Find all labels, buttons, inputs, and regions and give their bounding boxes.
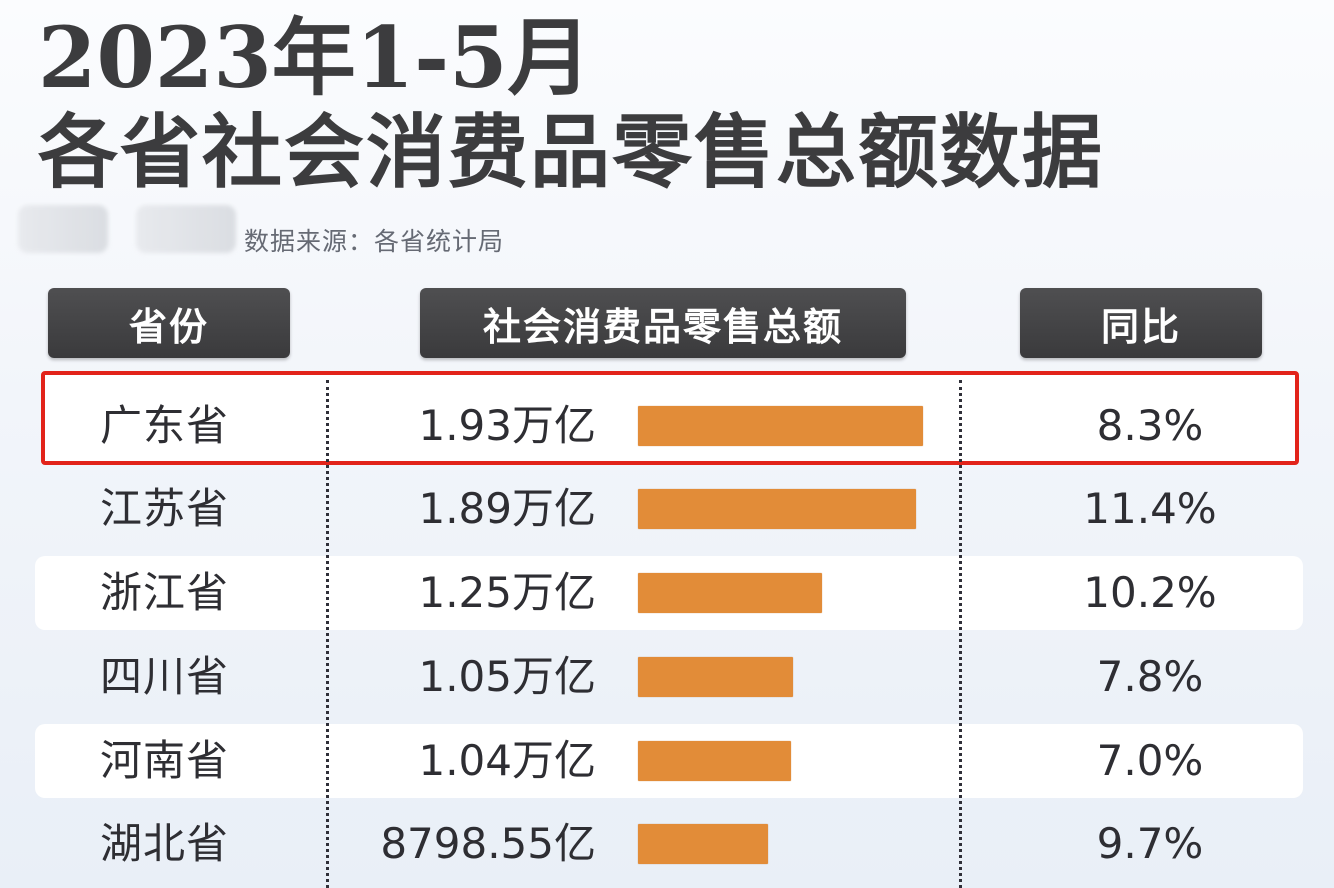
column-separator-1 [326,380,329,888]
retail-amount: 8798.55亿 [380,819,596,868]
column-header-retail-total: 社会消费品零售总额 [420,288,906,358]
retail-bar [638,406,923,446]
column-header-province: 省份 [48,288,290,358]
yoy-value: 10.2% [1083,568,1217,617]
retail-bar [638,489,916,529]
retail-bar [638,824,768,864]
data-source: 数据来源：各省统计局 [244,227,505,256]
province-name: 浙江省 [100,568,230,617]
retail-amount: 1.05万亿 [418,652,596,701]
yoy-value: 11.4% [1083,484,1217,533]
title-line-2: 各省社会消费品零售总额数据 [38,105,1104,199]
retail-amount: 1.93万亿 [418,401,596,450]
retail-bar [638,657,793,697]
blurred-logo [18,205,108,253]
yoy-value: 7.0% [1096,736,1204,785]
retail-amount: 1.04万亿 [418,736,596,785]
province-name: 江苏省 [100,484,230,533]
title-line-1: 2023年1-5月 [38,8,592,107]
highlight-box-guangdong [41,371,1299,465]
retail-amount: 1.89万亿 [418,484,596,533]
province-name: 河南省 [100,736,230,785]
retail-amount: 1.25万亿 [418,568,596,617]
blurred-watermark [136,205,236,253]
yoy-value: 9.7% [1096,819,1204,868]
column-separator-2 [959,380,962,888]
province-name: 四川省 [100,652,230,701]
province-name: 湖北省 [100,819,230,868]
retail-bar [638,573,822,613]
province-name: 广东省 [100,401,230,450]
column-header-yoy: 同比 [1020,288,1262,358]
yoy-value: 8.3% [1096,401,1204,450]
yoy-value: 7.8% [1096,652,1204,701]
retail-bar [638,741,791,781]
